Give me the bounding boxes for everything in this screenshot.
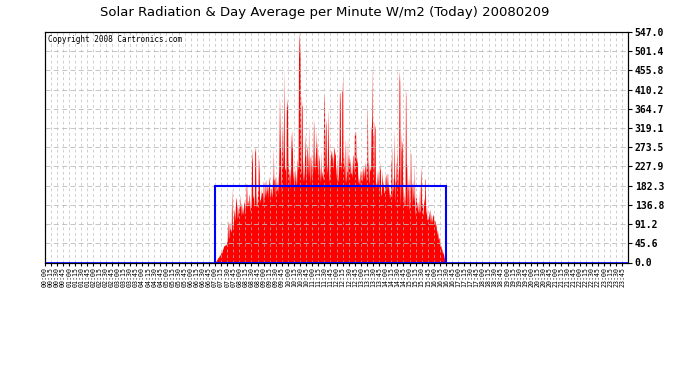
Text: Copyright 2008 Cartronics.com: Copyright 2008 Cartronics.com — [48, 35, 182, 44]
Text: Solar Radiation & Day Average per Minute W/m2 (Today) 20080209: Solar Radiation & Day Average per Minute… — [99, 6, 549, 19]
Bar — [215, 186, 446, 262]
